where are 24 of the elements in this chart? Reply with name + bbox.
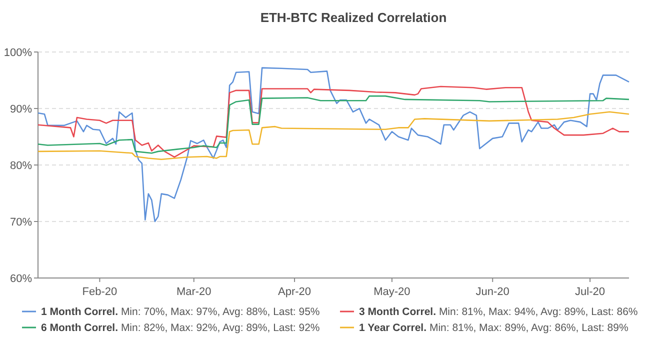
- text: Min: 70%, Max: 97%, Avg: 88%, Last: 95%: [118, 306, 320, 318]
- line-series: [37, 111, 630, 160]
- text: Min: 81%, Max: 89%, Avg: 86%, Last: 89%: [426, 322, 628, 334]
- chart-title: ETH-BTC Realized Correlation: [260, 10, 447, 25]
- y-tick-label: 60%: [10, 272, 32, 285]
- line-series: [37, 95, 630, 154]
- legend-label: 3 Month Correl.: [359, 306, 436, 318]
- x-tick-label: Mar-20: [176, 286, 212, 298]
- y-tick-label: 80%: [10, 160, 32, 172]
- x-tick-label: Apr-20: [278, 286, 312, 298]
- legend-label: 1 Month Correl.: [41, 306, 118, 318]
- x-tick-label: Jun-20: [476, 286, 510, 298]
- legend-label: 6 Month Correl.: [41, 322, 118, 334]
- x-tick-label: Jul-20: [575, 286, 606, 298]
- y-tick-label: 90%: [10, 103, 32, 116]
- x-tick-label: Feb-20: [82, 286, 118, 298]
- legend-label: 1 Year Correl.: [359, 322, 427, 334]
- line-series: [37, 67, 630, 222]
- x-tick-label: May-20: [374, 286, 410, 298]
- y-tick-label: 100%: [4, 46, 32, 59]
- y-tick-label: 70%: [10, 216, 32, 228]
- text: Min: 81%, Max: 94%, Avg: 89%, Last: 86%: [436, 306, 638, 318]
- text: Min: 82%, Max: 92%, Avg: 89%, Last: 92%: [118, 322, 320, 334]
- line-series: [37, 86, 630, 158]
